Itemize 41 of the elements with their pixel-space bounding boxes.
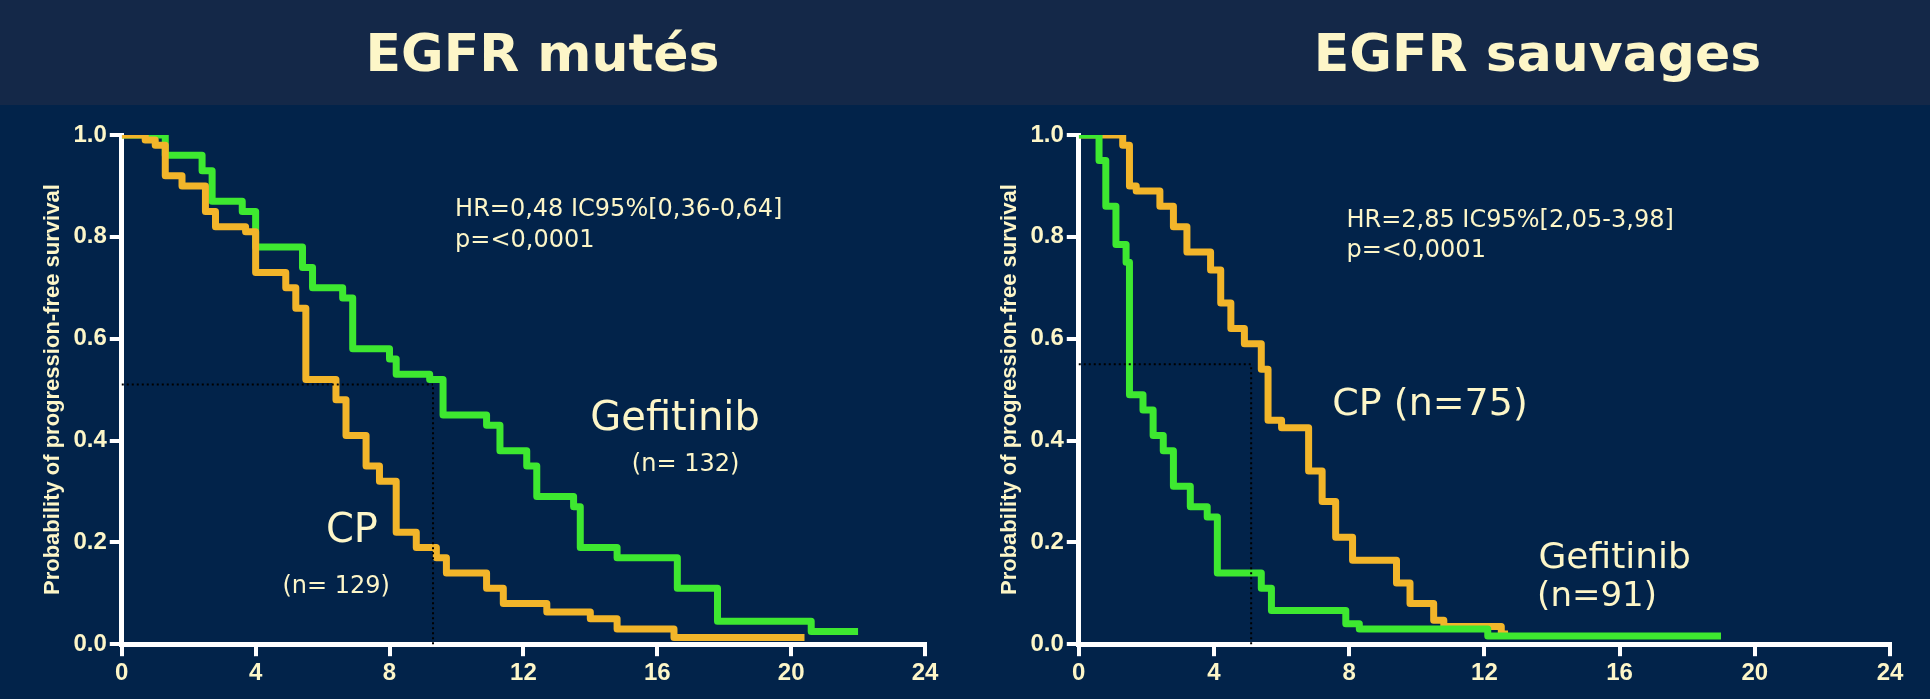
x-tick-label: 12	[1471, 658, 1498, 686]
y-axis-title: Probability of progression-free survival	[39, 184, 65, 595]
series-label: Gefitinib	[590, 393, 760, 440]
x-tick-label: 20	[777, 658, 805, 686]
x-tick-label: 4	[248, 658, 263, 686]
annotation: p=<0,0001	[1346, 235, 1486, 264]
chart-title: EGFR sauvages	[965, 0, 1930, 105]
x-tick-label: 8	[382, 658, 397, 686]
annotation: HR=0,48 IC95%[0,36-0,64]	[455, 194, 783, 223]
x-tick-label: 8	[1342, 658, 1356, 686]
x-tick-label: 12	[510, 658, 537, 686]
x-tick-label: 24	[1876, 658, 1904, 686]
y-tick-label: 0.6	[73, 323, 107, 351]
chart-title: EGFR mutés	[0, 0, 965, 105]
annotation: HR=2,85 IC95%[2,05-3,98]	[1346, 204, 1674, 233]
y-tick-label: 0.0	[73, 628, 107, 656]
x-tick-label: 4	[1207, 658, 1222, 686]
series-label: CP (n=75)	[1332, 380, 1528, 425]
y-tick-label: 0.0	[1030, 628, 1064, 656]
y-tick-label: 0.6	[1030, 323, 1064, 351]
y-tick-label: 0.8	[1030, 221, 1064, 249]
x-tick-label: 16	[1606, 658, 1633, 686]
y-tick-label: 0.4	[1030, 425, 1065, 453]
y-tick-label: 0.2	[1030, 526, 1064, 554]
x-tick-label: 20	[1741, 658, 1769, 686]
x-tick-label: 24	[911, 658, 939, 686]
series-label: Gefitinib	[1538, 534, 1691, 576]
y-tick-label: 1.0	[73, 119, 107, 147]
y-tick-label: 0.2	[73, 526, 107, 554]
x-tick-label: 16	[643, 658, 671, 686]
y-axis-title: Probability of progression-free survival	[996, 184, 1022, 595]
x-tick-label: 0	[1072, 658, 1086, 686]
series-label: CP	[325, 505, 378, 552]
annotation: p=<0,0001	[455, 225, 595, 254]
annotation: (n=91)	[1537, 574, 1657, 615]
x-tick-label: 0	[115, 658, 129, 686]
y-tick-label: 0.8	[73, 221, 107, 249]
annotation: (n= 132)	[631, 449, 740, 478]
y-tick-label: 1.0	[1030, 119, 1064, 147]
annotation: (n= 129)	[282, 571, 390, 600]
y-tick-label: 0.4	[73, 425, 108, 453]
